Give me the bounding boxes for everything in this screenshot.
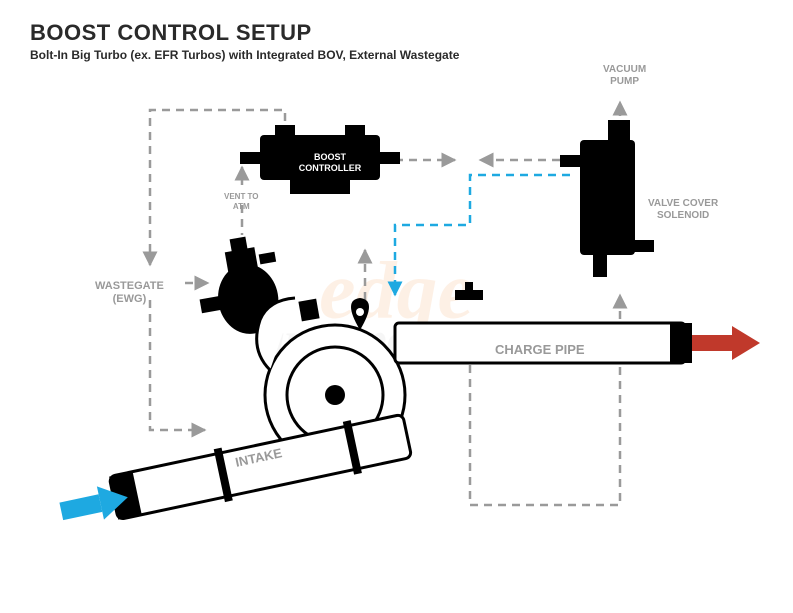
page-subtitle: Bolt-In Big Turbo (ex. EFR Turbos) with … (30, 48, 459, 62)
charge-pipe-arrow (692, 326, 760, 360)
label-wastegate: WASTEGATE (EWG) (95, 280, 164, 306)
valve-cover-solenoid (560, 120, 654, 277)
diagram-svg (0, 0, 793, 613)
blue-signal-lines (395, 175, 570, 295)
label-boost-controller: BOOST CONTROLLER (298, 152, 362, 174)
label-valve-cover-solenoid: VALVE COVER SOLENOID (648, 198, 718, 222)
label-vent-to-atm: VENT TO ATM (224, 192, 259, 211)
intake-pipe (108, 409, 413, 524)
label-vacuum-pump: VACUUM PUMP (603, 64, 646, 88)
tee-connector (455, 282, 483, 300)
label-charge-pipe: CHARGE PIPE (495, 342, 585, 358)
page-title: BOOST CONTROL SETUP (30, 20, 312, 46)
